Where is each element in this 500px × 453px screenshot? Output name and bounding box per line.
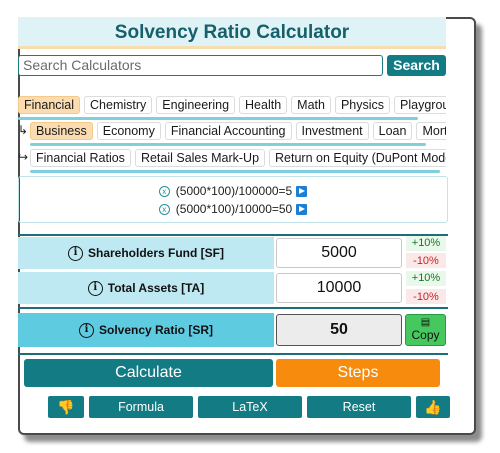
category-health[interactable]: Health [239,96,288,114]
steps-button[interactable]: Steps [276,359,440,387]
info-icon[interactable]: i [67,246,83,262]
calculate-button[interactable]: Calculate [24,359,273,387]
info-icon[interactable]: i [87,281,103,297]
row-3-underline [30,170,440,173]
formula-text: (5000*100)/10000=50 [175,202,293,216]
search-row: Search Calculators Search [18,55,446,76]
increase-10-button[interactable]: +10% [411,272,441,284]
info-icon[interactable]: i [78,323,94,339]
divider [18,353,448,355]
subcategory-loan[interactable]: Loan [372,122,413,140]
increase-bg [406,271,446,286]
row-1-underline [18,117,418,120]
subcategory-arrow-icon: ↪ [18,150,29,164]
total-assets-input[interactable]: 10000 [276,273,402,303]
subcategory-investment[interactable]: Investment [295,122,369,140]
copy-button[interactable]: ▤ Copy [405,314,446,346]
row-2-underline [30,143,426,146]
formula-line-1: x (5000*100)/100000=5 [19,183,447,199]
thumbs-up-icon[interactable]: 👍 [416,396,450,418]
search-button[interactable]: Search [387,55,446,76]
formula-line-2: x (5000*100)/10000=50 [19,201,447,217]
latex-button[interactable]: LaTeX [198,396,302,418]
copy-icon: ▤ [420,317,431,328]
total-assets-label: i Total Assets [TA] [18,272,274,304]
category-physics[interactable]: Physics [334,96,391,114]
shareholders-fund-input[interactable]: 5000 [276,238,402,268]
category-engineering[interactable]: Engineering [156,96,236,114]
solvency-ratio-output: 50 [276,314,402,346]
category-chemistry[interactable]: Chemistry [84,96,153,114]
reset-button[interactable]: Reset [307,396,411,418]
decrease-10-button[interactable]: -10% [413,291,439,303]
category-playground[interactable]: Playground [394,96,446,114]
formula-history-box: x (5000*100)/100000=5 x (5000*100)/10000=5… [18,176,448,223]
calculator-return-on-equity[interactable]: Return on Equity (DuPont Model) [269,149,446,167]
decrease-bg [406,253,446,268]
calculator-retail-sales-markup[interactable]: Retail Sales Mark-Up [134,149,266,167]
solvency-ratio-label: i Solvency Ratio [SR] [18,313,274,347]
subcategory-mortgage[interactable]: Mortgage [416,122,446,140]
decrease-bg [406,289,446,304]
category-row-3: ↪ Financial Ratios Retail Sales Mark-Up Ret… [18,149,446,173]
subcategory-business[interactable]: Business [30,122,93,140]
divider [18,307,448,309]
category-row-1: Financial Chemistry Engineering Health Math P… [18,96,446,120]
thumbs-down-icon[interactable]: 👎 [48,396,84,418]
subcategory-arrow-icon: ↳ [18,123,29,137]
category-row-2: ↳ Business Economy Financial Accounting Inve… [18,122,446,146]
page-title: Solvency Ratio Calculator [18,17,446,49]
category-math[interactable]: Math [291,96,331,114]
remove-icon[interactable]: x [158,204,170,216]
play-icon[interactable] [296,186,308,198]
formula-button[interactable]: Formula [89,396,193,418]
play-icon[interactable] [296,204,308,216]
search-input[interactable]: Search Calculators [18,55,383,76]
divider [18,234,448,236]
formula-text: (5000*100)/100000=5 [175,184,293,198]
decrease-10-button[interactable]: -10% [413,255,439,267]
increase-bg [406,236,446,251]
increase-10-button[interactable]: +10% [411,237,441,249]
subcategory-economy[interactable]: Economy [96,122,161,140]
calculator-financial-ratios[interactable]: Financial Ratios [30,149,131,167]
category-financial[interactable]: Financial [18,96,81,114]
shareholders-fund-label: i Shareholders Fund [SF] [18,237,274,269]
subcategory-financial-accounting[interactable]: Financial Accounting [164,122,292,140]
remove-icon[interactable]: x [158,186,170,198]
